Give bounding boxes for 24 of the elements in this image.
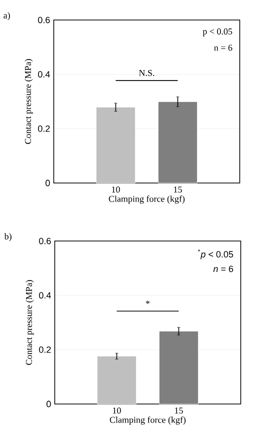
y-tick-label: 0.4 [39, 292, 52, 299]
y-tick-label: 0 [46, 400, 51, 408]
x-axis-title: Clamping force (kgf) [110, 416, 186, 425]
text: a) [4, 12, 10, 20]
x-axis-title: Clamping force (kgf) [109, 195, 185, 204]
y-tick-label: 0.2 [38, 125, 50, 132]
y-tick-label: 0.6 [38, 16, 50, 24]
annotation: N.S. [139, 70, 154, 76]
text: b) [4, 233, 12, 242]
annotation: $^{*}$p < 0.05 [198, 249, 234, 260]
y-tick-label: 0.6 [39, 238, 51, 244]
y-tick-label: 0.2 [39, 346, 51, 353]
y-tick-label: 0 [46, 180, 50, 186]
annotation: n = 6 [214, 44, 232, 51]
y-axis-title: Contact pressure (MPa) [26, 280, 34, 365]
x-tick-label: 15 [174, 186, 182, 193]
y-tick-label: 0.4 [38, 71, 50, 78]
x-tick-label: 15 [175, 408, 184, 414]
x-tick-label: 10 [112, 186, 120, 193]
annotation: * [146, 300, 150, 304]
x-tick-label: 10 [113, 408, 122, 414]
annotation: p < 0.05 [202, 28, 232, 36]
y-axis-title: Contact pressure (MPa) [24, 59, 33, 144]
annotation: n = 6 [213, 266, 234, 272]
